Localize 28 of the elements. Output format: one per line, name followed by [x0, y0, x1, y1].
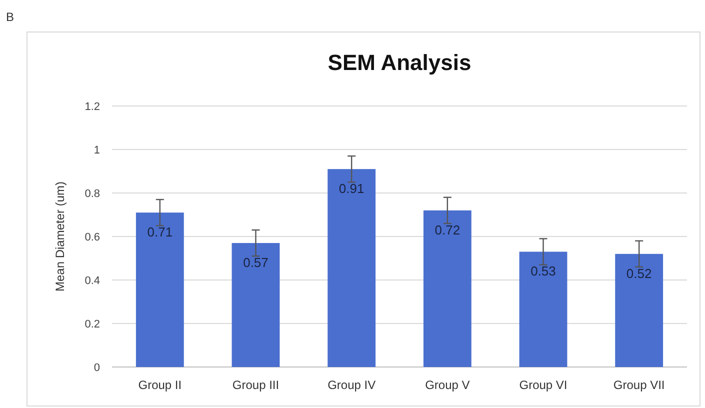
data-label: 0.71: [147, 224, 173, 240]
bar: [328, 169, 376, 367]
bar: [615, 254, 664, 367]
x-tick-label: Group IV: [328, 378, 376, 392]
y-tick-label: 0.8: [84, 188, 100, 200]
y-axis-title: Mean Diameter (um): [53, 181, 67, 292]
x-tick-label: Group V: [425, 378, 470, 392]
y-tick-label: 0.2: [84, 318, 100, 330]
data-label: 0.57: [243, 255, 268, 270]
data-label: 0.91: [338, 181, 364, 196]
y-tick-label: 1: [94, 144, 100, 156]
bar: [136, 212, 184, 367]
bar: [519, 252, 568, 367]
x-tick-label: Group III: [232, 378, 280, 392]
x-tick-label: Group VII: [613, 378, 665, 392]
y-tick-label: 0: [94, 362, 100, 374]
text: B: [6, 10, 14, 24]
data-label: 0.72: [434, 222, 460, 238]
y-tick-label: 0.4: [84, 275, 100, 287]
x-tick-label: Group II: [138, 378, 182, 392]
y-tick-label: 1.2: [84, 101, 100, 113]
bar: [232, 243, 280, 367]
bar: [423, 210, 472, 367]
chart-title: SEM Analysis: [328, 50, 472, 75]
y-tick-label: 0.6: [84, 232, 100, 244]
data-label: 0.53: [530, 264, 556, 279]
data-label: 0.52: [626, 266, 652, 281]
x-tick-label: Group VI: [519, 378, 568, 392]
